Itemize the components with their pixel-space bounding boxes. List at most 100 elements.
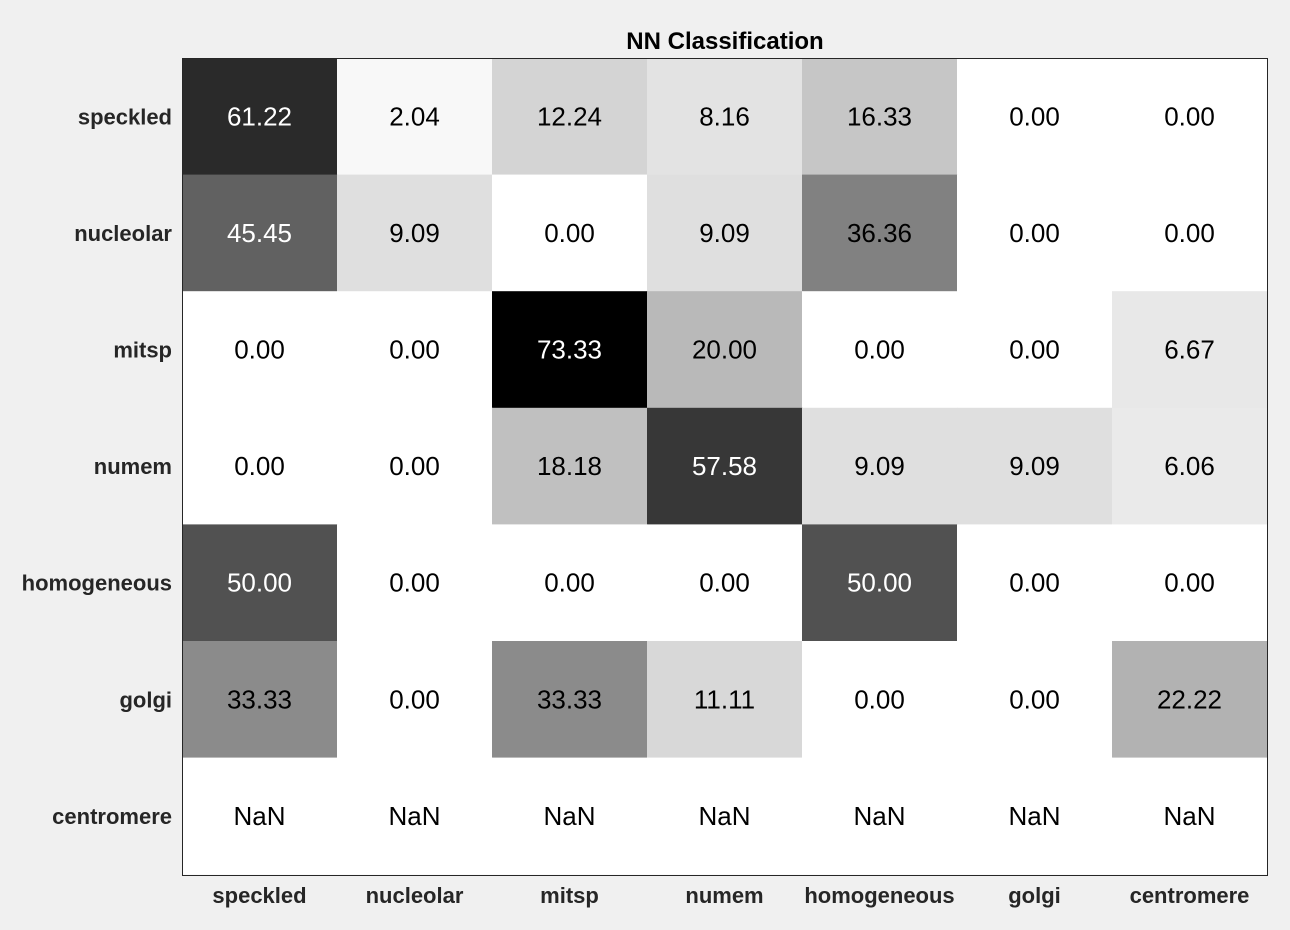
- heatmap-cell-value: 9.09: [1009, 451, 1060, 481]
- heatmap-cell: [337, 641, 493, 759]
- heatmap-cell-value: 12.24: [537, 101, 602, 131]
- heatmap-cell: [802, 174, 958, 292]
- x-tick-label: nucleolar: [366, 883, 464, 908]
- heatmap-cell-value: 2.04: [389, 101, 440, 131]
- plot-frame: [182, 58, 1268, 876]
- heatmap-cell: [1112, 757, 1268, 875]
- heatmap-cell: [492, 641, 648, 759]
- heatmap-cell: [182, 524, 338, 642]
- heatmap-cell-value: 11.11: [694, 684, 755, 714]
- heatmap-cell: [492, 291, 648, 409]
- heatmap-cell: [647, 174, 803, 292]
- heatmap-cell-value: 0.00: [1009, 335, 1060, 365]
- heatmap-cell-value: 0.00: [234, 335, 285, 365]
- heatmap-cell-value: 50.00: [227, 568, 292, 598]
- heatmap-cell-value: 0.00: [1009, 101, 1060, 131]
- heatmap-cell: [957, 174, 1113, 292]
- heatmap-cell-value: 0.00: [234, 451, 285, 481]
- x-tick-label: numem: [685, 883, 763, 908]
- chart-title: NN Classification: [626, 28, 823, 55]
- x-tick-label: speckled: [212, 883, 306, 908]
- y-tick-label: golgi: [119, 687, 172, 712]
- heatmap-cell: [492, 524, 648, 642]
- x-axis-tick-labels: speckled nucleolar mitsp numem homogeneous go…: [212, 883, 1249, 908]
- heatmap-cell: [337, 757, 493, 875]
- heatmap-cell-value: 9.09: [699, 218, 750, 248]
- heatmap-cell-value: 0.00: [389, 684, 440, 714]
- heatmap-cell-value: 36.36: [847, 218, 912, 248]
- heatmap-cell-value: 0.00: [1009, 568, 1060, 598]
- heatmap-cell: [957, 291, 1113, 409]
- heatmap-cell-value: NaN: [853, 801, 905, 831]
- heatmap-cell: [1112, 174, 1268, 292]
- heatmap-cell-value: 61.22: [227, 101, 292, 131]
- heatmap-cell: [182, 174, 338, 292]
- heatmap-cell: [647, 641, 803, 759]
- heatmap-cell-value: 57.58: [692, 451, 757, 481]
- x-tick-label: centromere: [1130, 883, 1250, 908]
- y-axis-tick-labels: speckled nucleolar mitsp numem homogeneous go…: [22, 104, 173, 829]
- heatmap-cell-value: 9.09: [854, 451, 905, 481]
- heatmap-cell-value: 22.22: [1157, 684, 1222, 714]
- heatmap-cell: [802, 524, 958, 642]
- heatmap-cell: [182, 407, 338, 525]
- heatmap-cell-value: 0.00: [389, 335, 440, 365]
- heatmap-cell: [802, 291, 958, 409]
- heatmap-cell: [1112, 407, 1268, 525]
- heatmap-cell: [1112, 524, 1268, 642]
- heatmap-cell: [492, 757, 648, 875]
- x-tick-label: homogeneous: [804, 883, 954, 908]
- heatmap-cell-value: NaN: [388, 801, 440, 831]
- heatmap-cell-value: 9.09: [389, 218, 440, 248]
- heatmap-cell-value: 0.00: [699, 568, 750, 598]
- x-tick-label: mitsp: [540, 883, 599, 908]
- heatmap-cell-value: NaN: [698, 801, 750, 831]
- heatmap-cell: [492, 174, 648, 292]
- heatmap-cell-value: 18.18: [537, 451, 602, 481]
- heatmap-cell-value: 0.00: [1164, 101, 1215, 131]
- heatmap-cell: [492, 58, 648, 176]
- heatmap-cell: [957, 58, 1113, 176]
- heatmap-cell: [647, 291, 803, 409]
- heatmap-cell: [802, 58, 958, 176]
- heatmap-cell-value: 0.00: [1164, 568, 1215, 598]
- heatmap-cell-value: 0.00: [544, 218, 595, 248]
- heatmap-cell: [1112, 58, 1268, 176]
- heatmap-cell: [957, 407, 1113, 525]
- y-tick-label: centromere: [52, 804, 172, 829]
- heatmap-cell: [182, 291, 338, 409]
- heatmap-cell-value: 0.00: [389, 451, 440, 481]
- heatmap-cell-value: 0.00: [854, 684, 905, 714]
- heatmap-cell-value: 73.33: [537, 335, 602, 365]
- heatmap-cell-value: 0.00: [544, 568, 595, 598]
- heatmap-cell: [1112, 291, 1268, 409]
- heatmap-cell-value: 0.00: [1164, 218, 1215, 248]
- heatmap-cell-value: 45.45: [227, 218, 292, 248]
- heatmap-cell-labels: 61.22 2.04 12.24 8.16 16.33 0.00 0.00 45.45 9.09…: [227, 101, 1222, 831]
- heatmap-cell: [957, 524, 1113, 642]
- heatmap-cell: [182, 58, 338, 176]
- y-tick-label: numem: [94, 454, 172, 479]
- heatmap-cell: [492, 407, 648, 525]
- heatmap-cell-value: NaN: [543, 801, 595, 831]
- heatmap-cell-value: 50.00: [847, 568, 912, 598]
- heatmap-cell-value: 0.00: [1009, 218, 1060, 248]
- heatmap-cell-value: 16.33: [847, 101, 912, 131]
- x-tick-label: golgi: [1008, 883, 1061, 908]
- y-tick-label: homogeneous: [22, 571, 172, 596]
- heatmap-cell-value: 8.16: [699, 101, 750, 131]
- heatmap-cell-value: 0.00: [1009, 684, 1060, 714]
- heatmap-cell: [802, 757, 958, 875]
- heatmap-cell-value: 0.00: [854, 335, 905, 365]
- heatmap-cell: [802, 641, 958, 759]
- heatmap-cell-value: 6.06: [1164, 451, 1215, 481]
- heatmap-cell-value: 33.33: [227, 684, 292, 714]
- heatmap-cell: [182, 757, 338, 875]
- heatmap-cell: [1112, 641, 1268, 759]
- heatmap-cell-value: NaN: [233, 801, 285, 831]
- y-tick-label: nucleolar: [74, 221, 172, 246]
- heatmap-cell: [182, 641, 338, 759]
- heatmap-cell: [957, 641, 1113, 759]
- heatmap-cell-value: 0.00: [389, 568, 440, 598]
